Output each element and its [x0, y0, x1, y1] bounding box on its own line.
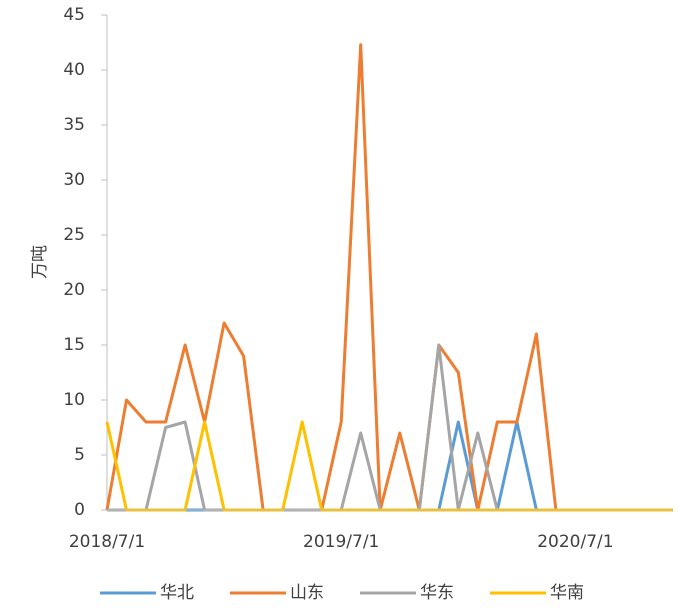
legend-label: 华东	[420, 583, 454, 603]
y-tick-label: 35	[63, 115, 85, 135]
y-tick-label: 30	[63, 170, 85, 190]
y-axis-label: 万吨	[30, 245, 50, 279]
y-tick-label: 10	[63, 390, 85, 410]
x-tick-label: 2020/7/1	[537, 532, 613, 552]
legend-label: 华北	[160, 583, 194, 603]
x-tick-label: 2018/7/1	[69, 532, 145, 552]
legend-label: 华南	[550, 583, 584, 603]
y-tick-label: 25	[63, 225, 85, 245]
y-tick-label: 5	[74, 445, 85, 465]
y-tick-label: 40	[63, 60, 85, 80]
y-tick-label: 0	[74, 500, 85, 520]
legend-label: 山东	[290, 583, 324, 603]
y-tick-label: 45	[63, 5, 85, 25]
x-tick-label: 2019/7/1	[303, 532, 379, 552]
y-tick-label: 20	[63, 280, 85, 300]
y-tick-label: 15	[63, 335, 85, 355]
series-line	[105, 43, 673, 512]
